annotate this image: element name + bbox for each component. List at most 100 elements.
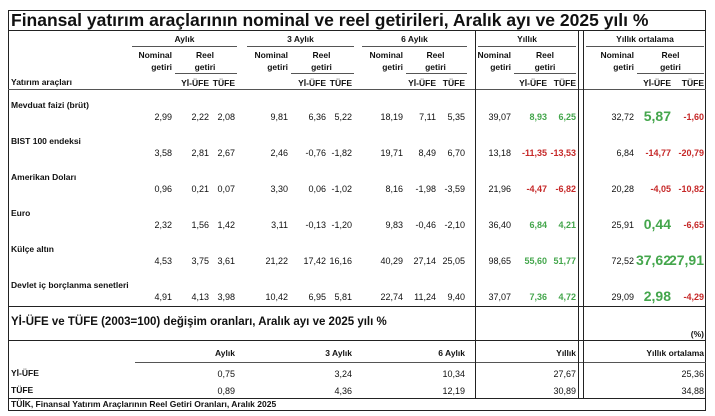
inflation-row-label: TÜFE xyxy=(11,385,34,395)
table-cell: -0,13 xyxy=(305,220,326,230)
table-cell: 6,25 xyxy=(558,112,576,122)
inflation-column-header: 3 Aylık xyxy=(325,348,352,358)
table-cell: 0,96 xyxy=(154,184,172,194)
divider xyxy=(578,30,579,398)
nominal-header: getiri xyxy=(267,62,288,72)
table-cell: 11,24 xyxy=(414,292,436,302)
tufe-header: TÜFE xyxy=(681,78,704,88)
divider xyxy=(135,362,706,363)
table-cell: 5,22 xyxy=(334,112,352,122)
table-cell: 72,52 xyxy=(611,256,634,266)
row-label-header: Yatırım araçları xyxy=(11,77,72,87)
table-cell: 2,67 xyxy=(217,148,235,158)
nominal-header: Nominal xyxy=(254,50,288,60)
table-cell: 39,07 xyxy=(488,112,511,122)
table-cell: 2,08 xyxy=(217,112,235,122)
group-header: Aylık xyxy=(174,34,195,44)
inflation-cell: 10,34 xyxy=(442,369,465,379)
table-cell: 10,42 xyxy=(265,292,288,302)
table-cell: -2,10 xyxy=(444,220,465,230)
table-cell: -3,59 xyxy=(444,184,465,194)
table-cell: 8,49 xyxy=(418,148,436,158)
reel-header: Reel xyxy=(661,50,680,60)
inflation-cell: 0,75 xyxy=(217,369,235,379)
table-cell: 16,16 xyxy=(329,256,352,266)
table-cell: 4,13 xyxy=(191,292,209,302)
table-cell: 37,62 xyxy=(635,252,671,268)
table-cell: 6,84 xyxy=(529,220,547,230)
nominal-header: Nominal xyxy=(477,50,511,60)
table-cell: 40,29 xyxy=(380,256,403,266)
table-cell: -4,47 xyxy=(526,184,547,194)
table-cell: -1,60 xyxy=(683,112,704,122)
table-cell: 4,53 xyxy=(154,256,172,266)
table-cell: 3,98 xyxy=(217,292,235,302)
divider xyxy=(637,73,704,74)
row-label: Euro xyxy=(11,208,31,218)
inflation-title: Yİ-ÜFE ve TÜFE (2003=100) değişim oranla… xyxy=(11,316,387,328)
yiufe-header: Yİ-ÜFE xyxy=(408,78,436,88)
table-cell: 98,65 xyxy=(488,256,511,266)
tufe-header: TÜFE xyxy=(553,78,576,88)
inflation-column-header: Yıllık ortalama xyxy=(646,348,704,358)
table-cell: 6,95 xyxy=(308,292,326,302)
table-cell: 6,36 xyxy=(308,112,326,122)
table-cell: 4,21 xyxy=(558,220,576,230)
group-header: Yıllık xyxy=(517,34,537,44)
reel-header: getiri xyxy=(425,62,446,72)
divider xyxy=(362,46,467,47)
table-cell: 3,58 xyxy=(154,148,172,158)
reel-header: getiri xyxy=(534,62,556,72)
table-cell: -13,53 xyxy=(550,148,576,158)
table-cell: 36,40 xyxy=(488,220,511,230)
reel-header: Reel xyxy=(312,50,331,60)
nominal-header: getiri xyxy=(151,62,172,72)
table-cell: 3,61 xyxy=(217,256,235,266)
table-cell: 21,96 xyxy=(488,184,511,194)
table-cell: 0,07 xyxy=(217,184,235,194)
table-cell: 25,91 xyxy=(611,220,634,230)
reel-header: getiri xyxy=(194,62,216,72)
table-cell: 3,11 xyxy=(271,220,288,230)
divider xyxy=(514,73,576,74)
table-cell: 37,07 xyxy=(488,292,511,302)
table-cell: -6,82 xyxy=(555,184,576,194)
nominal-header: getiri xyxy=(490,62,511,72)
nominal-header: getiri xyxy=(613,62,634,72)
divider xyxy=(406,73,467,74)
divider xyxy=(586,46,704,47)
footer-source: TÜİK, Finansal Yatırım Araçlarının Reel … xyxy=(11,399,277,409)
table-cell: 0,44 xyxy=(643,216,671,232)
yiufe-header: Yİ-ÜFE xyxy=(181,78,209,88)
group-header: 6 Aylık xyxy=(401,34,428,44)
table-cell: 27,91 xyxy=(668,252,704,268)
divider xyxy=(8,306,706,307)
divider xyxy=(8,340,706,341)
reel-header: Reel xyxy=(536,50,554,60)
table-cell: 21,22 xyxy=(265,256,288,266)
table-cell: -11,35 xyxy=(521,148,547,158)
table-cell: 32,72 xyxy=(611,112,634,122)
reel-header: getiri xyxy=(311,62,332,72)
tufe-header: TÜFE xyxy=(442,78,465,88)
table-cell: 27,14 xyxy=(413,256,436,266)
table-cell: 51,77 xyxy=(553,256,576,266)
table-cell: 9,40 xyxy=(447,292,465,302)
inflation-column-header: 6 Aylık xyxy=(438,348,465,358)
nominal-header: Nominal xyxy=(138,50,172,60)
table-cell: 1,42 xyxy=(217,220,235,230)
divider xyxy=(8,398,706,399)
table-cell: 3,30 xyxy=(270,184,288,194)
table-cell: -14,77 xyxy=(645,148,671,158)
inflation-column-header: Aylık xyxy=(214,348,235,358)
table-cell: 6,84 xyxy=(616,148,634,158)
inflation-cell: 25,36 xyxy=(681,369,704,379)
table-frame xyxy=(8,10,706,411)
table-cell: 5,87 xyxy=(643,108,671,124)
nominal-header: Nominal xyxy=(369,50,403,60)
table-cell: 55,60 xyxy=(524,256,547,266)
yiufe-header: Yİ-ÜFE xyxy=(298,78,326,88)
table-cell: 4,91 xyxy=(154,292,172,302)
table-cell: -4,29 xyxy=(683,292,704,302)
divider xyxy=(175,73,237,74)
